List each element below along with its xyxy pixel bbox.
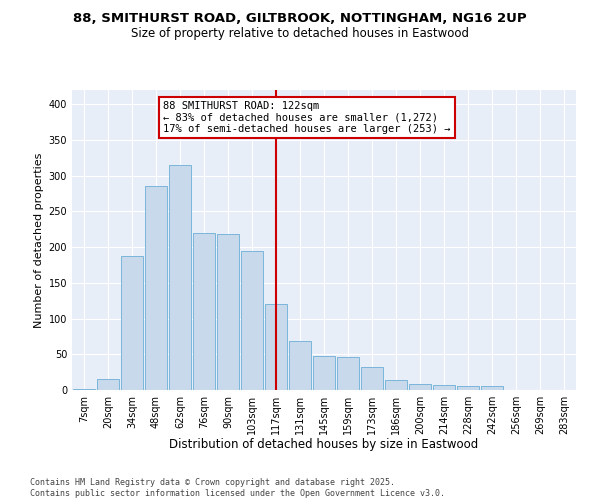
Text: 88 SMITHURST ROAD: 122sqm
← 83% of detached houses are smaller (1,272)
17% of se: 88 SMITHURST ROAD: 122sqm ← 83% of detac… [163, 100, 451, 134]
Bar [361, 367, 383, 390]
Bar [193, 233, 215, 390]
Bar [409, 384, 431, 390]
Bar [169, 165, 191, 390]
Y-axis label: Number of detached properties: Number of detached properties [34, 152, 44, 328]
Bar [217, 234, 239, 390]
Bar [481, 386, 503, 390]
Bar [73, 388, 95, 390]
Bar [265, 304, 287, 390]
Bar [121, 256, 143, 390]
Bar [433, 385, 455, 390]
Bar [457, 386, 479, 390]
X-axis label: Distribution of detached houses by size in Eastwood: Distribution of detached houses by size … [169, 438, 479, 452]
Bar [337, 357, 359, 390]
Text: Contains HM Land Registry data © Crown copyright and database right 2025.
Contai: Contains HM Land Registry data © Crown c… [30, 478, 445, 498]
Bar [241, 250, 263, 390]
Bar [289, 340, 311, 390]
Text: 88, SMITHURST ROAD, GILTBROOK, NOTTINGHAM, NG16 2UP: 88, SMITHURST ROAD, GILTBROOK, NOTTINGHA… [73, 12, 527, 26]
Text: Size of property relative to detached houses in Eastwood: Size of property relative to detached ho… [131, 28, 469, 40]
Bar [97, 378, 119, 390]
Bar [313, 356, 335, 390]
Bar [385, 380, 407, 390]
Bar [145, 186, 167, 390]
